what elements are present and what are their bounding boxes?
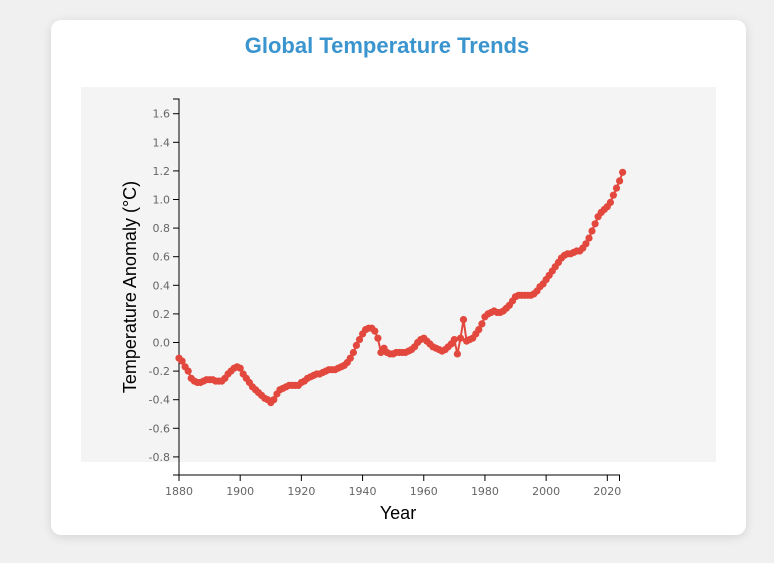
data-point bbox=[453, 350, 461, 358]
y-tick: -0.8 bbox=[149, 451, 179, 464]
data-point bbox=[184, 367, 192, 375]
x-tick-label: 2020 bbox=[593, 485, 621, 498]
plot-area bbox=[81, 87, 716, 462]
y-tick-label: -0.6 bbox=[149, 422, 170, 435]
y-tick-label: 0.0 bbox=[153, 337, 171, 350]
y-tick-label: 0.2 bbox=[153, 308, 171, 321]
y-tick-label: 1.4 bbox=[153, 136, 171, 149]
y-tick-label: 1.2 bbox=[153, 165, 171, 178]
y-tick: 1.6 bbox=[153, 108, 179, 121]
data-point bbox=[355, 336, 364, 344]
x-tick-label: 2000 bbox=[532, 485, 560, 498]
series-group bbox=[175, 168, 627, 407]
data-point bbox=[450, 336, 458, 344]
y-axis-line bbox=[173, 98, 180, 476]
x-tick-label: 1940 bbox=[349, 485, 377, 498]
y-axis-label: Temperature Anomaly (°C) bbox=[120, 181, 140, 393]
y-tick: 1.0 bbox=[153, 194, 179, 207]
y-tick: 0.0 bbox=[153, 337, 179, 350]
y-tick: -0.6 bbox=[149, 422, 179, 435]
x-tick-label: 1900 bbox=[226, 485, 254, 498]
y-tick: -0.4 bbox=[149, 394, 179, 407]
y-tick-label: 0.8 bbox=[153, 222, 171, 235]
data-point bbox=[612, 184, 621, 192]
x-tick-label: 1920 bbox=[287, 485, 315, 498]
y-tick: 0.6 bbox=[153, 251, 179, 264]
data-point bbox=[478, 320, 486, 328]
x-axis-line bbox=[178, 474, 620, 481]
x-tick: 1940 bbox=[349, 475, 377, 498]
x-tick-label: 1880 bbox=[165, 485, 193, 498]
x-tick: 1960 bbox=[410, 475, 438, 498]
data-point bbox=[591, 220, 599, 228]
y-tick: 0.2 bbox=[153, 308, 179, 321]
data-point bbox=[236, 364, 244, 372]
data-point bbox=[606, 198, 615, 206]
chart-title: Global Temperature Trends bbox=[244, 33, 530, 58]
data-point bbox=[352, 341, 360, 349]
y-tick-label: -0.4 bbox=[149, 394, 170, 407]
data-point bbox=[609, 191, 618, 199]
data-point bbox=[582, 240, 590, 248]
data-point bbox=[475, 326, 483, 334]
y-tick: 0.8 bbox=[153, 222, 179, 235]
y-tick: 1.2 bbox=[153, 165, 179, 178]
x-tick-label: 1960 bbox=[410, 485, 438, 498]
y-tick-label: 0.6 bbox=[153, 251, 171, 264]
y-tick-label: -0.2 bbox=[149, 365, 170, 378]
x-tick: 1920 bbox=[287, 475, 315, 498]
y-tick: 0.4 bbox=[153, 279, 179, 292]
x-tick: 1980 bbox=[471, 475, 499, 498]
data-point bbox=[585, 234, 593, 242]
x-axis-label: Year bbox=[380, 503, 416, 523]
x-tick: 2020 bbox=[593, 475, 621, 498]
y-tick-label: 1.0 bbox=[153, 194, 171, 207]
y-axis: -0.8 -0.6 -0.4 -0.2 0.0 0.2 0.4 0.6 0.8 1.0 1.2 1.4… bbox=[149, 98, 180, 476]
data-point bbox=[270, 396, 278, 404]
data-point bbox=[178, 357, 186, 365]
y-tick: -0.2 bbox=[149, 365, 179, 378]
x-axis: 1880 1900 1920 1940 1960 1980 2000 2020 bbox=[165, 474, 621, 498]
data-point bbox=[371, 327, 379, 335]
y-tick: 1.4 bbox=[153, 136, 179, 149]
data-point bbox=[346, 354, 354, 362]
data-point bbox=[456, 334, 465, 342]
x-tick: 1880 bbox=[165, 475, 193, 498]
data-point bbox=[374, 334, 382, 342]
y-tick-label: -0.8 bbox=[149, 451, 170, 464]
y-tick-label: 0.4 bbox=[153, 279, 171, 292]
data-point bbox=[459, 316, 468, 324]
data-point bbox=[616, 177, 624, 185]
y-tick-label: 1.6 bbox=[153, 108, 171, 121]
x-tick-label: 1980 bbox=[471, 485, 499, 498]
x-tick: 2000 bbox=[532, 475, 560, 498]
data-point bbox=[349, 348, 357, 357]
data-point bbox=[619, 168, 627, 176]
x-tick: 1900 bbox=[226, 475, 254, 498]
data-point bbox=[588, 227, 596, 235]
